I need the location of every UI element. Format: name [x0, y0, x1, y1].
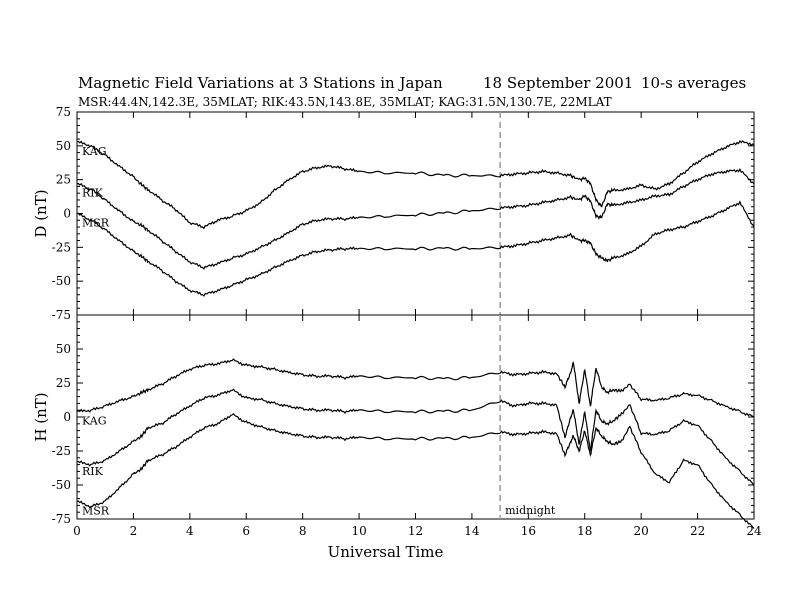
- xtick-label: 8: [299, 524, 307, 538]
- top-panel-series-rik: [76, 168, 755, 270]
- top-panel-ytick-label: 50: [56, 139, 71, 153]
- bottom-panel-y-axis-label: H (nT): [32, 392, 50, 441]
- xtick-label: 22: [690, 524, 705, 538]
- bottom-panel-ytick-label: 25: [56, 376, 71, 390]
- top-panel-ytick-label: -75: [52, 308, 71, 322]
- top-panel-series-label-rik: RIK: [82, 187, 104, 200]
- bottom-panel-series-msr: [76, 412, 755, 529]
- bottom-panel-ytick-label: -25: [52, 444, 71, 458]
- xtick-label: 10: [351, 524, 366, 538]
- top-panel-ytick-label: 25: [56, 173, 71, 187]
- top-panel-series-kag: [76, 139, 755, 230]
- xtick-label: 6: [242, 524, 250, 538]
- bottom-panel-series-rik: [76, 388, 755, 486]
- bottom-panel-ytick-label: 0: [63, 410, 71, 424]
- x-axis-label: Universal Time: [328, 543, 444, 561]
- bottom-panel-ytick-label: 50: [56, 342, 71, 356]
- top-panel-ytick-label: -25: [52, 240, 71, 254]
- bottom-panel-ytick-label: -75: [52, 512, 71, 526]
- top-panel-series-label-kag: KAG: [82, 145, 107, 158]
- chart-title: Magnetic Field Variations at 3 Stations …: [78, 74, 443, 92]
- xtick-label: 0: [73, 524, 81, 538]
- xtick-label: 2: [130, 524, 138, 538]
- top-panel-y-axis-label: D (nT): [32, 189, 50, 237]
- top-panel-ytick-label: 75: [56, 105, 71, 119]
- top-panel-series-label-msr: MSR: [82, 217, 110, 230]
- xtick-label: 24: [746, 524, 762, 538]
- top-panel-ytick-label: -50: [52, 274, 71, 288]
- bottom-panel-series-kag: [76, 358, 755, 418]
- bottom-panel-series-label-rik: RIK: [82, 465, 104, 478]
- chart-averaging-note: 10-s averages: [641, 74, 746, 92]
- station-coordinates: MSR:44.4N,142.3E, 35MLAT; RIK:43.5N,143.…: [78, 95, 612, 109]
- bottom-panel-series-label-kag: KAG: [82, 415, 107, 428]
- bottom-panel-series-label-msr: MSR: [82, 504, 110, 517]
- bottom-panel-frame: [76, 314, 755, 520]
- top-panel-ytick-label: 0: [63, 207, 71, 221]
- midnight-label: midnight: [505, 504, 556, 517]
- xtick-label: 12: [408, 524, 423, 538]
- xtick-label: 20: [634, 524, 649, 538]
- xtick-label: 4: [186, 524, 194, 538]
- chart-date: 18 September 2001: [483, 74, 633, 92]
- xtick-label: 18: [577, 524, 592, 538]
- top-panel-series-msr: [76, 200, 755, 297]
- bottom-panel-ytick-label: -50: [52, 478, 71, 492]
- xtick-label: 16: [521, 524, 536, 538]
- xtick-label: 14: [464, 524, 480, 538]
- plot-area: 75 50 25 0 -25 -50 -75 D (nT) KAG RIK MSR 50 25 0 -25 -…: [32, 105, 762, 561]
